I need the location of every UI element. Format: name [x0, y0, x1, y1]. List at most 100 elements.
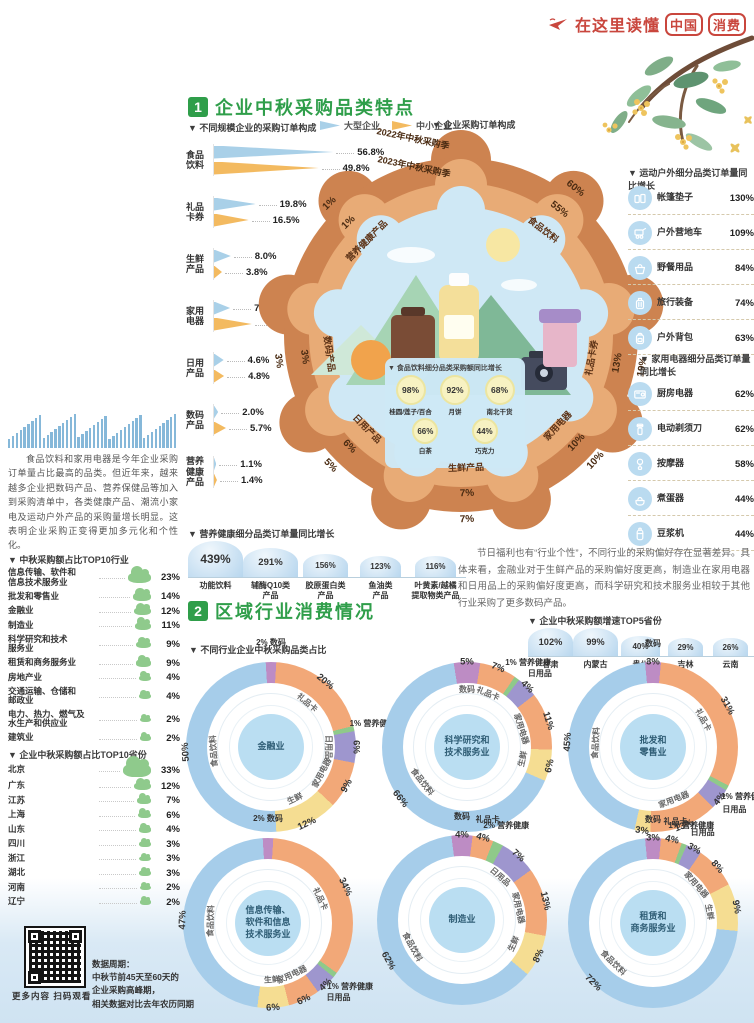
- ranking-value: 7%: [166, 795, 180, 806]
- flower-segment-label: 生鲜: [263, 974, 280, 985]
- bubble-cell: 123%: [353, 555, 408, 578]
- spark-bar: [15, 433, 19, 448]
- flower-petal-line: [599, 693, 707, 801]
- funnel-value: 3.8%: [245, 266, 268, 278]
- growth-item-value: 84%: [734, 262, 754, 274]
- ranking-leader: [99, 576, 126, 580]
- funnel-leader: [228, 427, 247, 430]
- funnel-value: 2.0%: [242, 406, 264, 418]
- ranking-value: 11%: [161, 620, 181, 632]
- food-growth-item: 98% 桂圆/莲子/百合: [389, 375, 433, 416]
- ranking-label: 金融业: [8, 605, 34, 616]
- food-growth-panel: ▼ 食品饮料细分品类采购额同比增长 98% 桂圆/莲子/百合 92% 月饼 68% 南北干…: [385, 358, 525, 468]
- food-growth-label: 月饼: [448, 409, 462, 416]
- cloud-icon: [134, 602, 151, 616]
- nutrition-growth-chart: 439% 291% 156% 123% 116% 功能饮料 辅酶Q10类 产品 胶原蛋白类 产…: [188, 541, 466, 600]
- spark-bar: [150, 432, 154, 448]
- funnel-group: 日用 产品 4.6% 4.8%: [186, 351, 391, 385]
- flower-segment-label: 3%: [646, 832, 660, 844]
- flower-petal-line: [611, 881, 695, 965]
- ranking-leader: [99, 737, 137, 740]
- cloud-icon: [137, 793, 151, 804]
- industry-flower-chart: 信息传输、 软件和信息 技术服务业 2% 数码 34% 礼品卡 1% 营养健康 4% 日用品…: [177, 814, 373, 1013]
- spark-bar: [112, 436, 115, 448]
- flower-petal-line: [408, 866, 516, 974]
- ranking-row: 批发和零售业 14%: [8, 587, 180, 602]
- cloud-icon: [136, 655, 151, 667]
- flower-segment-label: 日用品: [326, 993, 351, 1003]
- nutrition-caption: ▼ 营养健康细分品类订单量同比增长: [188, 529, 335, 539]
- spark-bar: [11, 436, 15, 448]
- section2-caption: ▼ 不同行业企业中秋采购品类占比: [189, 645, 327, 655]
- bubble-dome: 102%: [528, 628, 573, 657]
- flower-industry-name: 批发和 零售业: [620, 714, 686, 780]
- osmanthus-flowers: [602, 78, 728, 150]
- spark-bar: [50, 432, 53, 448]
- soymilk-machine-icon: [628, 522, 652, 546]
- growth-list-item: 野餐用品 84%: [628, 256, 754, 285]
- flower-segment-label: 1% 营养健康: [721, 792, 754, 802]
- ring-chart-caption: ▼ 企业采购订单构成: [432, 120, 516, 130]
- food-growth-item: 92% 月饼: [433, 375, 477, 416]
- ranking-value: 9%: [166, 657, 180, 669]
- ranking-row: 交通运输、仓储和 邮政业 4%: [8, 686, 180, 707]
- flower-petal-line: [420, 878, 504, 962]
- growth-item-value: 44%: [734, 528, 754, 540]
- funnel-bars: 56.8% 49.8%: [213, 144, 391, 176]
- funnel-bar-row: 2.0%: [214, 404, 391, 420]
- top5-caption: ▼ 企业中秋采购额增速TOP5省份: [528, 616, 662, 626]
- bubble-cell: 99%: [573, 628, 618, 657]
- bubble-label: 内蒙古: [583, 660, 608, 670]
- shaver-icon: [628, 417, 652, 441]
- ranking-row: 浙江 3%: [8, 852, 180, 864]
- ring-value-2022: 7%: [460, 513, 475, 526]
- food-growth-caption: ▼ 食品饮料细分品类采购额同比增长: [388, 365, 502, 372]
- food-growth-bubble: 98%: [395, 375, 426, 405]
- funnel-leader: [233, 307, 252, 310]
- bubble-label: 吉林: [677, 660, 694, 670]
- ranking-label: 租赁和商务服务业: [8, 657, 77, 668]
- section1-title-text: 企业中秋采购品类特点: [215, 98, 415, 118]
- funnel-bars: 19.8% 16.5%: [213, 196, 391, 228]
- spark-bar: [173, 414, 177, 448]
- funnel-bar: [214, 353, 224, 367]
- cloud-icon: [139, 896, 151, 905]
- flower-industry-name: 信息传输、 软件和信息 技术服务业: [235, 890, 301, 956]
- flower-segment-label: 日用品: [722, 805, 747, 815]
- funnel-legend: 大型企业 中小企业: [320, 119, 452, 132]
- ranking-row: 上海 6%: [8, 808, 180, 821]
- flower-segment-label: 数码: [459, 685, 475, 695]
- ranking-label: 上海: [8, 809, 26, 820]
- spark-bar: [100, 419, 103, 448]
- section1-title: 1 企业中秋采购品类特点: [188, 94, 415, 120]
- large-company-label: 大型企业: [344, 121, 381, 131]
- growth-list-item: 帐篷垫子 130%: [628, 186, 754, 215]
- food-growth-row2: 66% 白茶 44% 巧克力: [388, 418, 522, 455]
- funnel-bar: [214, 249, 231, 263]
- spark-bar: [35, 418, 38, 448]
- ranking-leader: [99, 595, 131, 599]
- paper-plane-icon: [548, 18, 567, 30]
- ranking-row: 信息传输、软件和 信息技术服务业 23%: [8, 566, 180, 588]
- kitchen-appliance-icon: [628, 382, 652, 406]
- ranking-leader: [99, 857, 137, 860]
- funnel-value: 49.8%: [342, 162, 370, 174]
- cloud-icon: [136, 636, 151, 649]
- spark-bar: [77, 437, 80, 448]
- flower-segment-label: 数码: [454, 812, 470, 822]
- masthead-badge-china: 中国: [664, 12, 703, 36]
- massager-icon: [628, 452, 652, 476]
- funnel-bar: [214, 457, 217, 471]
- qr-caption: 更多内容 扫码观看: [12, 991, 92, 1001]
- food-growth-item: 44% 巧克力: [463, 418, 507, 455]
- cloud-icon: [139, 867, 151, 876]
- bubble-cell: 26%: [708, 638, 753, 657]
- funnel-leader: [221, 411, 240, 414]
- egg-cooker-icon: [628, 487, 652, 511]
- flower-segment-label: 1% 营养健康: [349, 719, 396, 729]
- bubble-label: 功能饮料: [199, 581, 232, 591]
- ranking-leader: [99, 785, 132, 788]
- funnel-bar: [214, 369, 225, 383]
- flower-segment-label: 6%: [542, 757, 557, 774]
- ranking-row: 科学研究和技术 服务业 9%: [8, 634, 180, 655]
